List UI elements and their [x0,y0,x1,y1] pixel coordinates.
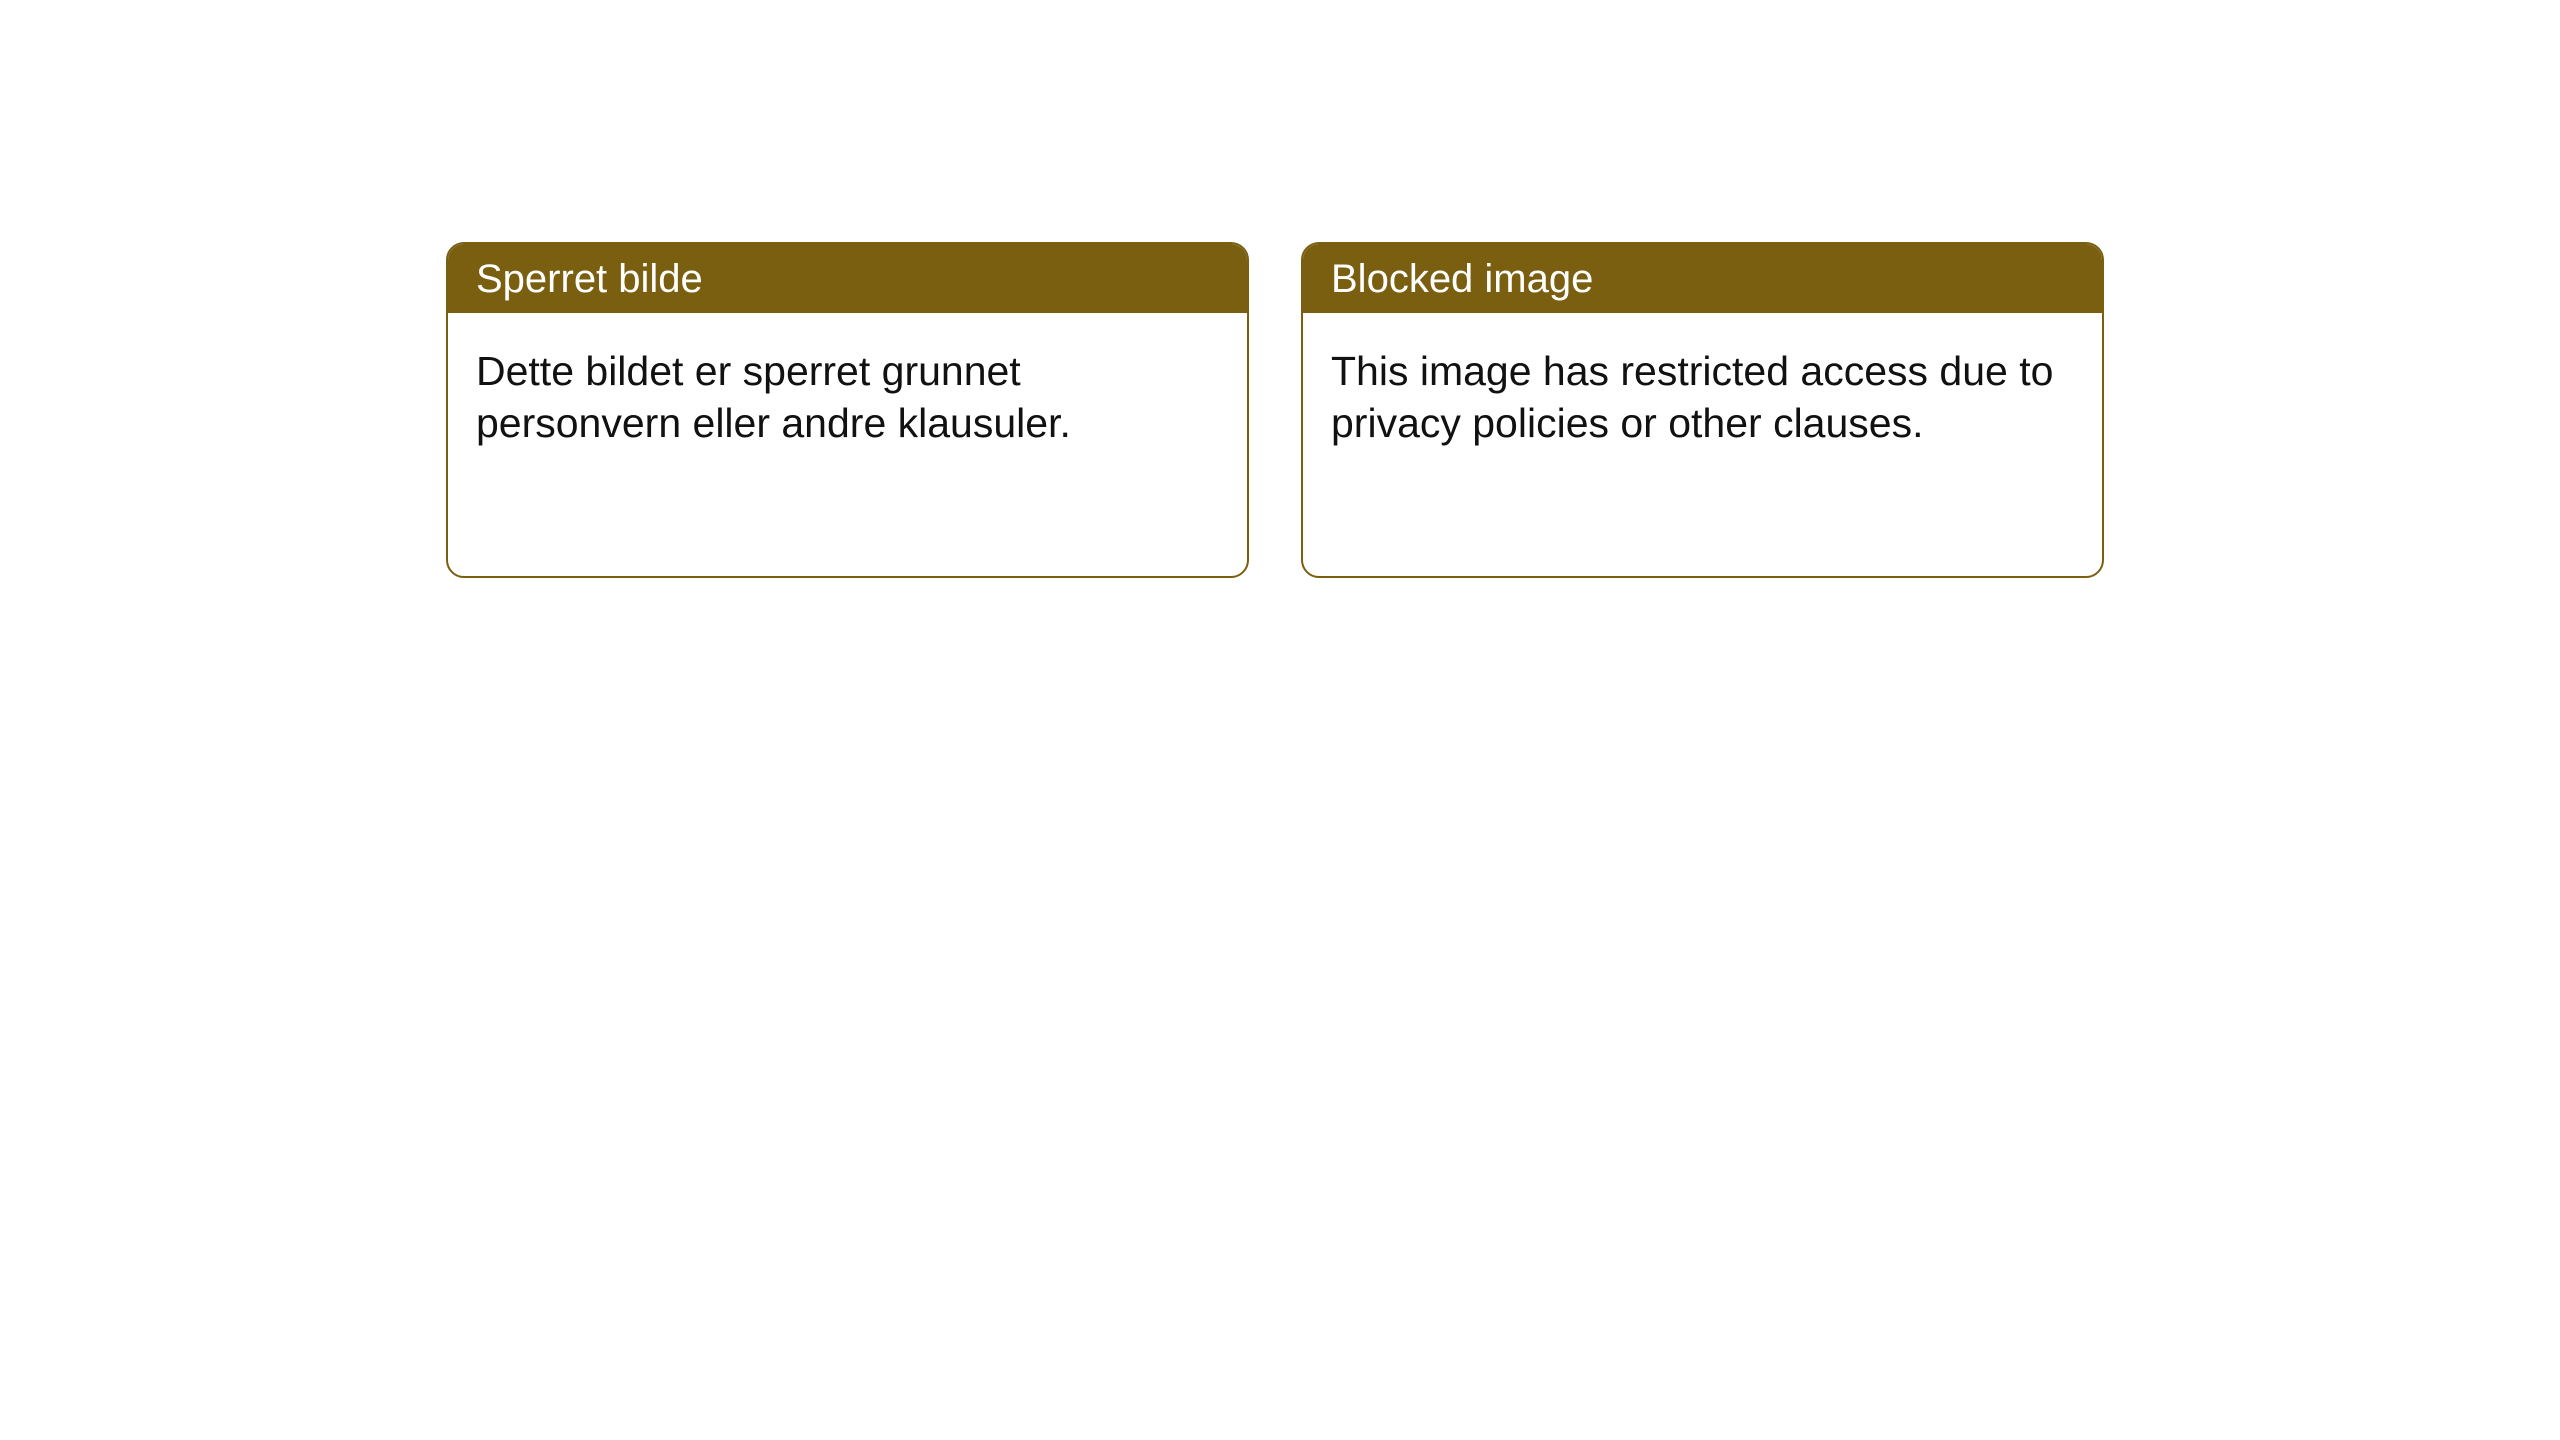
notice-header-english: Blocked image [1303,244,2102,313]
notice-container: Sperret bilde Dette bildet er sperret gr… [0,0,2560,578]
notice-body-norwegian: Dette bildet er sperret grunnet personve… [448,313,1247,482]
notice-card-norwegian: Sperret bilde Dette bildet er sperret gr… [446,242,1249,578]
notice-card-english: Blocked image This image has restricted … [1301,242,2104,578]
notice-body-english: This image has restricted access due to … [1303,313,2102,482]
notice-header-norwegian: Sperret bilde [448,244,1247,313]
